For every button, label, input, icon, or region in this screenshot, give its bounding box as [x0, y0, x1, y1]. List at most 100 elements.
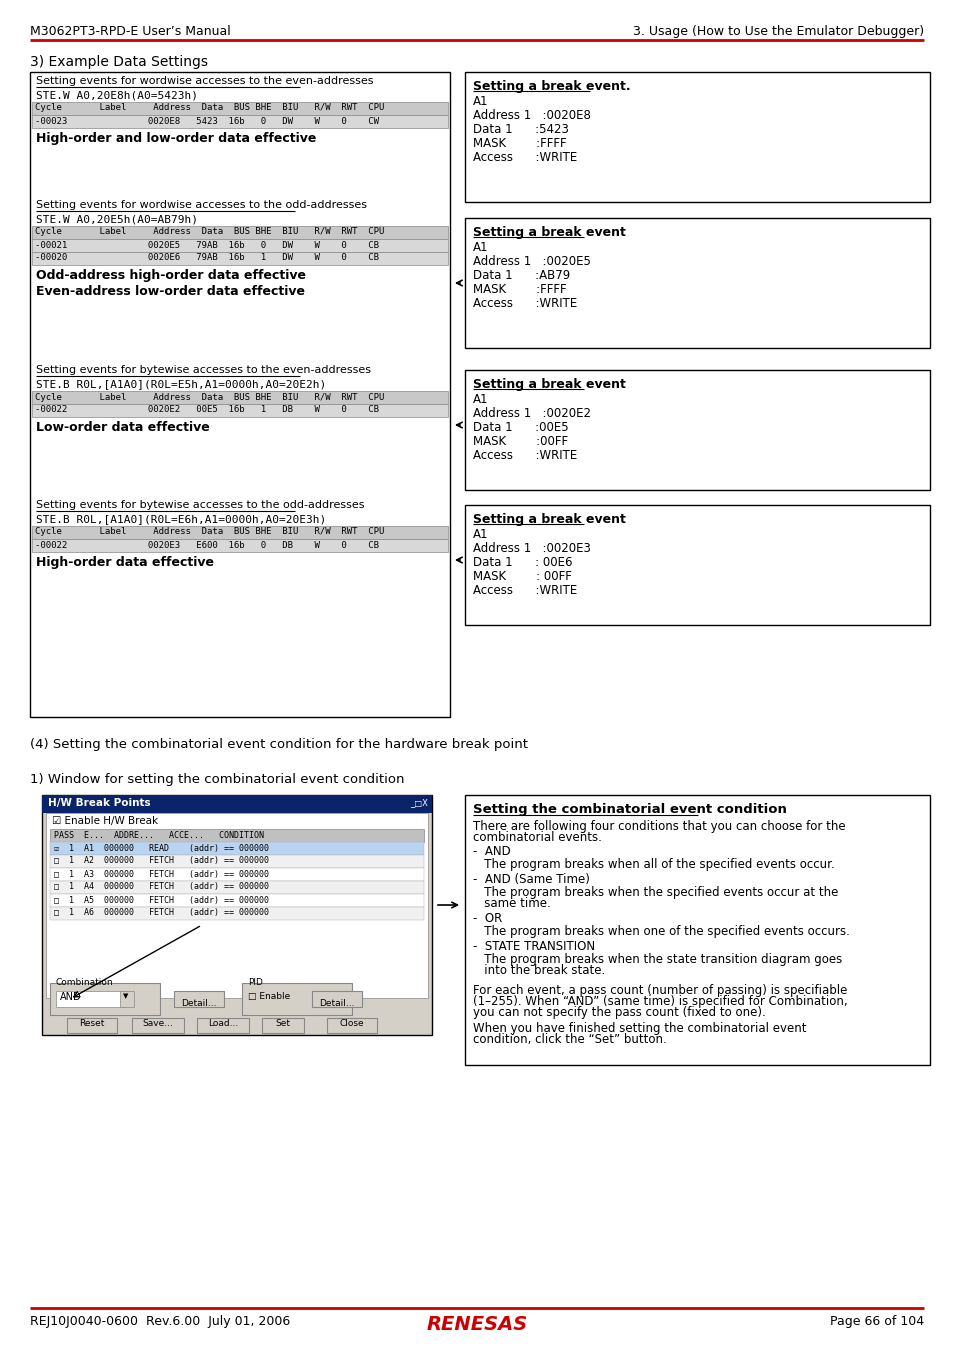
Text: -00022               0020E2   00E5  16b   1   DB    W    0    CB: -00022 0020E2 00E5 16b 1 DB W 0 CB — [35, 405, 378, 414]
Bar — [464, 795, 929, 1065]
Text: Combination: Combination — [56, 977, 113, 987]
Text: M3062PT3-RPD-E User’s Manual: M3062PT3-RPD-E User’s Manual — [30, 26, 231, 38]
Text: Low-order data effective: Low-order data effective — [36, 421, 210, 433]
Text: Detail...: Detail... — [319, 999, 355, 1008]
Bar — [464, 72, 929, 202]
Text: □  1  A4  000000   FETCH   (addr) == 000000: □ 1 A4 000000 FETCH (addr) == 000000 — [54, 883, 269, 891]
Text: Setting a break event: Setting a break event — [473, 225, 625, 239]
Text: (1–255). When “AND” (same time) is specified for Combination,: (1–255). When “AND” (same time) is speci… — [473, 995, 846, 1008]
Text: MASK        :00FF: MASK :00FF — [473, 435, 568, 448]
Text: -  AND: - AND — [473, 845, 510, 859]
Text: PID: PID — [248, 977, 263, 987]
Text: Access      :WRITE: Access :WRITE — [473, 450, 577, 462]
Text: Address 1   :0020E5: Address 1 :0020E5 — [473, 255, 590, 269]
Bar — [327, 1018, 376, 1033]
Text: Access      :WRITE: Access :WRITE — [473, 297, 577, 310]
Text: Setting events for wordwise accesses to the odd-addresses: Setting events for wordwise accesses to … — [36, 200, 367, 211]
Text: STE.B R0L,[A1A0](R0L=E6h,A1=0000h,A0=20E3h): STE.B R0L,[A1A0](R0L=E6h,A1=0000h,A0=20E… — [36, 514, 326, 524]
Bar — [464, 217, 929, 348]
Text: STE.W A0,20E5h(A0=AB79h): STE.W A0,20E5h(A0=AB79h) — [36, 215, 198, 224]
Text: combinatorial events.: combinatorial events. — [473, 832, 601, 844]
Text: -  AND (Same Time): - AND (Same Time) — [473, 873, 589, 886]
Text: ▼: ▼ — [123, 994, 129, 999]
Text: ☑ Enable H/W Break: ☑ Enable H/W Break — [52, 815, 158, 826]
Text: Data 1      :5423: Data 1 :5423 — [473, 123, 568, 136]
Text: □ Enable: □ Enable — [248, 992, 290, 1002]
Text: Cycle       Label     Address  Data  BUS BHE  BIU   R/W  RWT  CPU: Cycle Label Address Data BUS BHE BIU R/W… — [35, 393, 384, 401]
Text: □  1  A5  000000   FETCH   (addr) == 000000: □ 1 A5 000000 FETCH (addr) == 000000 — [54, 895, 269, 905]
Text: The program breaks when all of the specified events occur.: The program breaks when all of the speci… — [473, 859, 834, 871]
Bar — [242, 983, 352, 1015]
Bar — [50, 829, 423, 842]
Bar — [32, 225, 448, 239]
Text: (4) Setting the combinatorial event condition for the hardware break point: (4) Setting the combinatorial event cond… — [30, 738, 527, 751]
Text: -00020               0020E6   79AB  16b   1   DW    W    0    CB: -00020 0020E6 79AB 16b 1 DW W 0 CB — [35, 254, 378, 262]
Text: Setting the combinatorial event condition: Setting the combinatorial event conditio… — [473, 803, 786, 815]
Text: When you have finished setting the combinatorial event: When you have finished setting the combi… — [473, 1022, 805, 1035]
Text: RENESAS: RENESAS — [426, 1315, 527, 1334]
Text: condition, click the “Set” button.: condition, click the “Set” button. — [473, 1033, 666, 1046]
Text: Data 1      :00E5: Data 1 :00E5 — [473, 421, 568, 433]
Text: The program breaks when the specified events occur at the: The program breaks when the specified ev… — [473, 886, 838, 899]
Bar — [32, 239, 448, 252]
Text: same time.: same time. — [473, 896, 550, 910]
Bar — [56, 991, 126, 1007]
Bar — [464, 370, 929, 490]
Bar — [196, 1018, 249, 1033]
Text: STE.B R0L,[A1A0](R0L=E5h,A1=0000h,A0=20E2h): STE.B R0L,[A1A0](R0L=E5h,A1=0000h,A0=20E… — [36, 379, 326, 389]
Bar — [32, 404, 448, 417]
Text: A1: A1 — [473, 528, 488, 541]
Text: A1: A1 — [473, 393, 488, 406]
Text: 1) Window for setting the combinatorial event condition: 1) Window for setting the combinatorial … — [30, 774, 404, 786]
Text: Set: Set — [275, 1019, 291, 1029]
Text: The program breaks when one of the specified events occurs.: The program breaks when one of the speci… — [473, 925, 849, 938]
Bar — [50, 983, 160, 1015]
Text: into the break state.: into the break state. — [473, 964, 604, 977]
Text: 3. Usage (How to Use the Emulator Debugger): 3. Usage (How to Use the Emulator Debugg… — [632, 26, 923, 38]
Text: Setting a break event: Setting a break event — [473, 513, 625, 526]
Text: Access      :WRITE: Access :WRITE — [473, 585, 577, 597]
Bar — [32, 252, 448, 265]
Text: High-order and low-order data effective: High-order and low-order data effective — [36, 132, 316, 144]
Bar — [42, 795, 432, 813]
Bar — [67, 1018, 117, 1033]
Text: Address 1   :0020E3: Address 1 :0020E3 — [473, 541, 590, 555]
Text: Reset: Reset — [79, 1019, 105, 1029]
Bar — [30, 72, 450, 717]
Bar — [46, 813, 428, 998]
Bar — [50, 894, 423, 907]
Text: Setting events for bytewise accesses to the odd-addresses: Setting events for bytewise accesses to … — [36, 500, 364, 510]
Text: □  1  A2  000000   FETCH   (addr) == 000000: □ 1 A2 000000 FETCH (addr) == 000000 — [54, 856, 269, 865]
Text: Detail...: Detail... — [181, 999, 216, 1008]
Bar — [50, 882, 423, 894]
Text: -00021               0020E5   79AB  16b   0   DW    W    0    CB: -00021 0020E5 79AB 16b 0 DW W 0 CB — [35, 240, 378, 250]
Text: -00022               0020E3   E600  16b   0   DB    W    0    CB: -00022 0020E3 E600 16b 0 DB W 0 CB — [35, 540, 378, 549]
Text: H/W Break Points: H/W Break Points — [48, 798, 151, 809]
Text: Data 1      : 00E6: Data 1 : 00E6 — [473, 556, 572, 568]
Bar — [32, 115, 448, 128]
Text: _□X: _□X — [410, 798, 428, 807]
Text: Setting a break event.: Setting a break event. — [473, 80, 630, 93]
Text: Setting events for wordwise accesses to the even-addresses: Setting events for wordwise accesses to … — [36, 76, 374, 86]
Text: ☑  1  A1  000000   READ    (addr) == 000000: ☑ 1 A1 000000 READ (addr) == 000000 — [54, 844, 269, 852]
Bar — [312, 991, 361, 1007]
Text: AND: AND — [60, 992, 82, 1003]
Text: REJ10J0040-0600  Rev.6.00  July 01, 2006: REJ10J0040-0600 Rev.6.00 July 01, 2006 — [30, 1315, 290, 1328]
Bar — [32, 392, 448, 404]
Bar — [42, 795, 432, 1035]
Text: For each event, a pass count (number of passing) is specifiable: For each event, a pass count (number of … — [473, 984, 846, 998]
Text: Address 1   :0020E2: Address 1 :0020E2 — [473, 406, 590, 420]
Text: STE.W A0,20E8h(A0=5423h): STE.W A0,20E8h(A0=5423h) — [36, 90, 198, 100]
Text: Setting events for bytewise accesses to the even-addresses: Setting events for bytewise accesses to … — [36, 364, 371, 375]
Bar — [50, 868, 423, 882]
Text: Access      :WRITE: Access :WRITE — [473, 151, 577, 163]
Text: Cycle       Label     Address  Data  BUS BHE  BIU   R/W  RWT  CPU: Cycle Label Address Data BUS BHE BIU R/W… — [35, 104, 384, 112]
Text: □  1  A3  000000   FETCH   (addr) == 000000: □ 1 A3 000000 FETCH (addr) == 000000 — [54, 869, 269, 879]
Text: The program breaks when the state transition diagram goes: The program breaks when the state transi… — [473, 953, 841, 967]
Text: MASK        : 00FF: MASK : 00FF — [473, 570, 571, 583]
Bar — [32, 539, 448, 552]
Text: Odd-address high-order data effective: Odd-address high-order data effective — [36, 269, 306, 282]
Text: you can not specify the pass count (fixed to one).: you can not specify the pass count (fixe… — [473, 1006, 765, 1019]
Bar — [32, 103, 448, 115]
Bar — [50, 842, 423, 855]
